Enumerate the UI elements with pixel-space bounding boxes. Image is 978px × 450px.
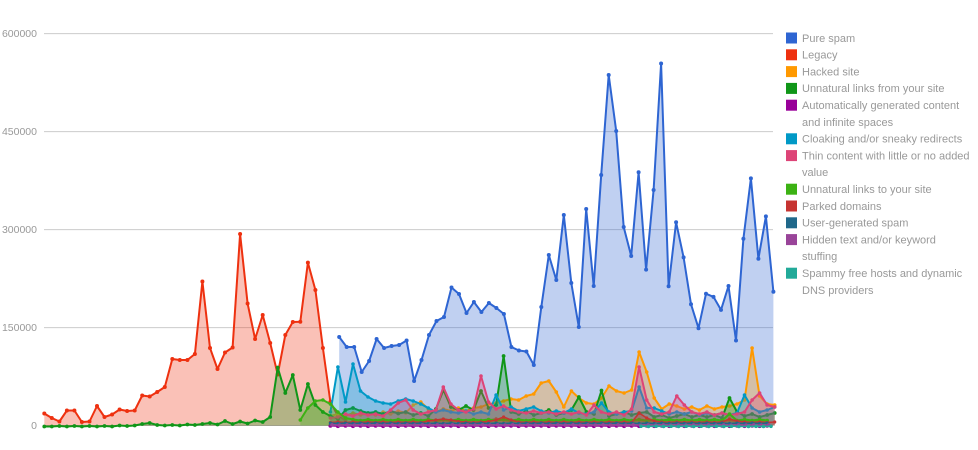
svg-text:stuffing: stuffing [802, 251, 837, 263]
svg-text:300000: 300000 [2, 224, 37, 236]
svg-text:Pure spam: Pure spam [802, 33, 855, 45]
svg-text:Hidden text and/or keyword: Hidden text and/or keyword [802, 234, 936, 246]
svg-text:600000: 600000 [2, 28, 37, 40]
svg-text:Thin content with little or no: Thin content with little or no added [802, 150, 970, 162]
svg-text:and infinite spaces: and infinite spaces [802, 117, 894, 129]
svg-text:User-generated spam: User-generated spam [802, 218, 908, 230]
svg-text:Unnatural links to your site: Unnatural links to your site [802, 184, 932, 196]
svg-text:Spammy free hosts and dynamic: Spammy free hosts and dynamic [802, 268, 963, 280]
svg-text:Legacy: Legacy [802, 50, 838, 62]
svg-text:Cloaking and/or sneaky redirec: Cloaking and/or sneaky redirects [802, 134, 963, 146]
svg-text:Automatically generated conten: Automatically generated content [802, 100, 959, 112]
svg-text:DNS providers: DNS providers [802, 285, 874, 297]
svg-text:Parked domains: Parked domains [802, 201, 882, 213]
svg-text:0: 0 [31, 420, 37, 432]
svg-text:Hacked site: Hacked site [802, 66, 859, 78]
svg-text:450000: 450000 [2, 126, 37, 138]
svg-text:150000: 150000 [2, 322, 37, 334]
svg-text:Unnatural links from your site: Unnatural links from your site [802, 83, 944, 95]
svg-text:value: value [802, 167, 828, 179]
